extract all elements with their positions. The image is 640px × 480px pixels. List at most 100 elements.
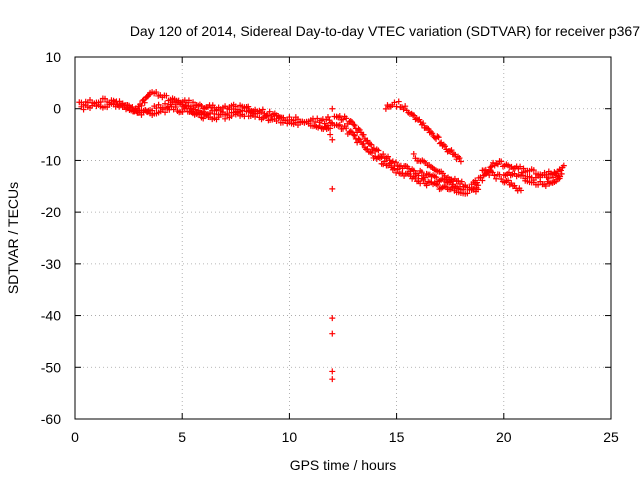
data-point: [185, 97, 192, 104]
data-point: [234, 106, 241, 113]
y-tick-label: -20: [41, 204, 61, 220]
x-tick-label: 5: [178, 429, 186, 445]
data-point: [343, 125, 350, 132]
data-point: [329, 330, 336, 337]
x-tick-labels: 0 5 10 15 20 25: [71, 429, 619, 445]
data-point: [252, 106, 259, 113]
axis-ticks: [74, 56, 612, 420]
data-point: [228, 113, 235, 120]
data-point: [457, 158, 464, 165]
data-point: [423, 182, 430, 189]
grid: [75, 57, 611, 419]
data-point: [556, 175, 563, 182]
data-point: [368, 141, 375, 148]
data-point: [435, 134, 442, 141]
data-point: [493, 175, 500, 182]
data-point: [121, 102, 128, 109]
data-point: [141, 99, 148, 106]
data-point: [162, 100, 169, 107]
data-point: [427, 128, 434, 135]
data-point: [360, 131, 367, 138]
data-point: [448, 147, 455, 154]
x-tick-label: 25: [603, 429, 619, 445]
data-point: [376, 155, 383, 162]
data-point: [455, 177, 462, 184]
data-point: [355, 125, 362, 132]
data-point: [545, 175, 552, 182]
data-point: [138, 111, 145, 118]
series-track-5: [333, 121, 482, 197]
data-point: [456, 155, 463, 162]
data-point: [394, 166, 401, 173]
data-point: [350, 121, 357, 128]
data-point: [331, 122, 338, 129]
data-point: [391, 99, 398, 106]
data-point: [389, 158, 396, 165]
data-point: [434, 133, 441, 140]
data-point: [245, 103, 252, 110]
data-point: [385, 153, 392, 160]
plot-frame: [74, 56, 612, 420]
data-point: [486, 172, 493, 179]
data-point: [479, 177, 486, 184]
data-point: [336, 121, 343, 128]
data-point: [343, 115, 350, 122]
data-point: [449, 184, 456, 191]
data-point: [498, 158, 505, 165]
data-point: [475, 186, 482, 193]
data-point: [402, 103, 409, 110]
data-point: [368, 149, 375, 156]
data-point: [314, 115, 321, 122]
series-track-2: [78, 100, 334, 133]
data-point: [190, 99, 197, 106]
data-point: [196, 111, 203, 118]
data-point: [530, 167, 537, 174]
data-point: [350, 131, 357, 138]
data-point: [380, 151, 387, 158]
data-point: [462, 182, 469, 189]
series-track-3: [134, 89, 259, 115]
data-point: [347, 117, 354, 124]
data-point: [425, 125, 432, 132]
series-track-7: [410, 150, 469, 190]
data-point: [375, 147, 382, 154]
data-point: [370, 145, 377, 152]
data-point: [491, 172, 498, 179]
data-point: [520, 172, 527, 179]
series-track-11: [522, 175, 563, 190]
data-point: [329, 105, 336, 112]
data-point: [351, 122, 358, 129]
data-point: [433, 174, 440, 181]
series-track-4: [333, 113, 482, 193]
data-point: [494, 161, 501, 168]
data-point: [420, 120, 427, 127]
data-point: [542, 183, 549, 190]
y-tick-label: -60: [41, 411, 61, 427]
data-point: [102, 95, 109, 102]
data-point: [367, 141, 374, 148]
series-track-6: [382, 98, 464, 165]
data-point: [412, 174, 419, 181]
data-point: [80, 106, 87, 113]
data-point: [418, 169, 425, 176]
data-point: [558, 170, 565, 177]
data-points: [76, 89, 567, 383]
data-point: [434, 181, 441, 188]
y-axis-label: SDTVAR / TECUs: [5, 182, 21, 294]
data-point: [508, 180, 515, 187]
series-outliers: [322, 105, 338, 383]
data-point: [429, 130, 436, 137]
data-point: [329, 376, 336, 383]
x-tick-label: 15: [389, 429, 405, 445]
data-point: [386, 160, 393, 167]
data-point: [275, 115, 282, 122]
data-point: [259, 106, 266, 113]
data-point: [329, 185, 336, 192]
data-point: [395, 98, 402, 105]
data-point: [179, 108, 186, 115]
data-point: [550, 174, 557, 181]
data-point: [409, 111, 416, 118]
data-point: [172, 104, 179, 111]
data-point: [410, 167, 417, 174]
